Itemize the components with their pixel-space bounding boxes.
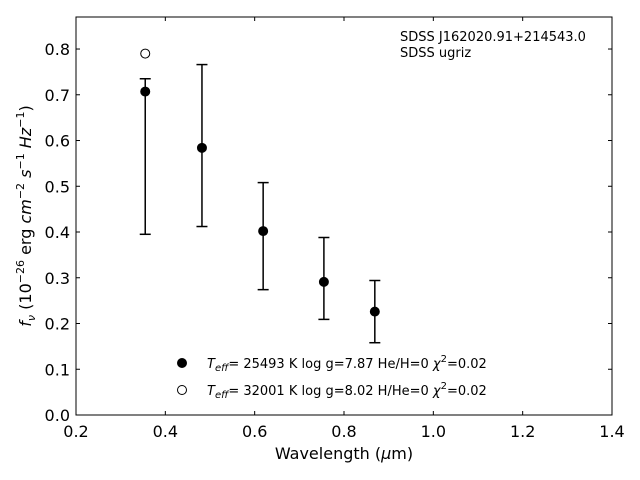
plot-area (76, 17, 612, 415)
y-tick-label: 0.7 (45, 86, 70, 105)
legend-marker-filled (177, 358, 187, 368)
y-tick-label: 0.2 (45, 315, 70, 334)
model-point-filled (258, 226, 269, 237)
object-name-annotation: SDSS J162020.91+214543.0 (400, 30, 586, 45)
plot-frame (75, 16, 613, 416)
y-tick-label: 0.0 (45, 406, 70, 425)
y-tick-label: 0.1 (45, 360, 70, 379)
x-tick-label: 1.0 (421, 422, 446, 441)
x-tick-label: 0.8 (331, 422, 356, 441)
filter-set-annotation: SDSS ugriz (400, 46, 471, 61)
y-tick-label: 0.8 (45, 40, 70, 59)
x-tick-label: 1.2 (510, 422, 535, 441)
model-point-filled (318, 276, 329, 287)
x-tick-label: 0.2 (63, 422, 88, 441)
legend-marker-open (177, 385, 187, 395)
legend-entry-1: Teff= 25493 K log g=7.87 He/H=0 χ2=0.02 (207, 354, 487, 374)
model-point-filled (369, 306, 380, 317)
y-tick-label: 0.5 (45, 177, 70, 196)
y-tick-label: 0.6 (45, 132, 70, 151)
legend: Teff= 25493 K log g=7.87 He/H=0 χ2=0.02 … (177, 354, 487, 401)
legend-entry-2: Teff= 32001 K log g=8.02 H/He=0 χ2=0.02 (207, 381, 487, 401)
model-point-open (140, 48, 151, 59)
tick-labels: 0.2 0.4 0.6 0.8 1.0 1.2 1.4 0.0 0.1 0.2 0.3 0.4 0.5 0… (45, 40, 625, 441)
data-points (140, 48, 380, 317)
y-tick-label: 0.4 (45, 223, 70, 242)
x-tick-label: 0.4 (153, 422, 178, 441)
x-tick-label: 0.6 (242, 422, 267, 441)
x-tick-label: 1.4 (599, 422, 624, 441)
x-axis-label: Wavelength (μm) (275, 444, 413, 463)
model-point-filled (196, 142, 207, 153)
model-point-filled (140, 86, 151, 97)
y-tick-label: 0.3 (45, 269, 70, 288)
y-axis-label: fν (10−26 erg cm−2 s−1 Hz−1) (14, 105, 38, 326)
